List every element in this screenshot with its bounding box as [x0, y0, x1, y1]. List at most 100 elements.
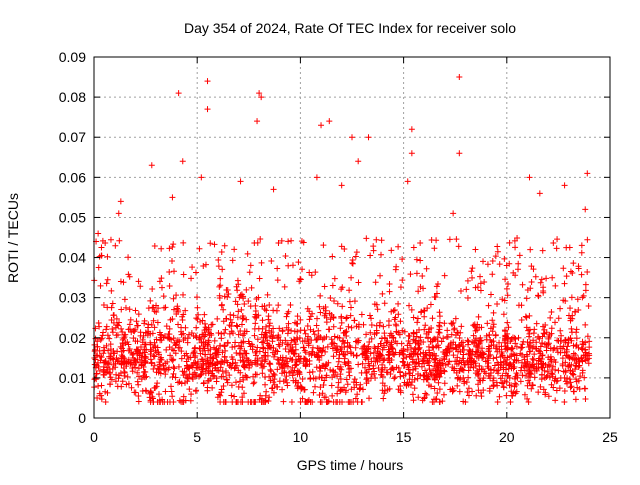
- data-point: [107, 341, 114, 348]
- data-point: [373, 236, 380, 243]
- data-point: [262, 381, 269, 388]
- data-point: [536, 190, 543, 197]
- data-point: [310, 389, 317, 396]
- data-point: [274, 277, 281, 284]
- data-point: [465, 385, 472, 392]
- data-point: [148, 359, 155, 366]
- data-point: [456, 335, 463, 342]
- data-point: [265, 313, 272, 320]
- data-point: [329, 253, 336, 260]
- data-point: [398, 340, 405, 347]
- data-point: [274, 348, 281, 355]
- data-point: [477, 273, 484, 280]
- data-point: [367, 329, 374, 336]
- data-point: [484, 261, 491, 268]
- data-point: [567, 384, 574, 391]
- data-point: [408, 150, 415, 157]
- data-point: [346, 298, 353, 305]
- data-point: [367, 252, 374, 259]
- data-point: [129, 368, 136, 375]
- data-point: [160, 362, 167, 369]
- data-point: [170, 370, 177, 377]
- data-point: [334, 390, 341, 397]
- data-point: [96, 367, 103, 374]
- data-point: [166, 331, 173, 338]
- x-tick-label: 20: [499, 429, 515, 445]
- data-point: [110, 350, 117, 357]
- data-point: [224, 379, 231, 386]
- data-point: [344, 339, 351, 346]
- data-point: [537, 383, 544, 390]
- data-point: [269, 384, 276, 391]
- data-point: [223, 369, 229, 376]
- data-point: [366, 395, 373, 402]
- data-point: [570, 388, 577, 395]
- data-point: [117, 198, 124, 205]
- data-point: [564, 380, 571, 387]
- data-point: [582, 321, 589, 328]
- data-point: [429, 351, 436, 358]
- data-point: [518, 344, 525, 351]
- data-point: [414, 351, 421, 358]
- data-point: [584, 269, 591, 276]
- data-point: [302, 398, 309, 405]
- data-point: [530, 357, 537, 364]
- data-point: [575, 265, 582, 272]
- data-point: [102, 398, 109, 405]
- data-point: [415, 360, 422, 367]
- data-point: [346, 398, 353, 405]
- data-point: [584, 170, 591, 177]
- data-point: [317, 309, 324, 316]
- data-point: [234, 277, 241, 284]
- data-point: [297, 275, 304, 282]
- data-point: [218, 301, 225, 308]
- data-point: [296, 368, 303, 375]
- data-point: [215, 257, 222, 264]
- data-point: [397, 373, 404, 380]
- data-point: [176, 344, 183, 351]
- data-point: [330, 315, 337, 322]
- data-point: [422, 367, 429, 374]
- data-point: [223, 376, 230, 383]
- data-point: [531, 374, 538, 381]
- data-point: [339, 303, 346, 310]
- data-point: [337, 387, 344, 394]
- data-point: [324, 398, 331, 405]
- data-point: [276, 361, 283, 368]
- data-point: [359, 360, 366, 367]
- y-tick-label: 0.06: [59, 169, 86, 185]
- data-point: [373, 301, 380, 308]
- data-point: [299, 395, 306, 402]
- data-point: [341, 246, 348, 253]
- data-point: [530, 266, 537, 273]
- data-point: [573, 362, 580, 369]
- data-point: [304, 305, 311, 312]
- data-point: [454, 354, 461, 361]
- data-point: [282, 253, 289, 260]
- data-point: [569, 270, 576, 277]
- data-point: [158, 275, 165, 282]
- data-point: [205, 347, 212, 354]
- data-point: [579, 369, 586, 376]
- data-point: [512, 390, 519, 397]
- data-point: [405, 337, 412, 344]
- data-point: [347, 365, 354, 372]
- data-point: [475, 381, 482, 388]
- data-point: [429, 398, 436, 405]
- data-point: [430, 336, 437, 343]
- data-point: [233, 350, 240, 357]
- data-point: [108, 376, 115, 383]
- data-point: [221, 293, 228, 300]
- data-point: [495, 361, 502, 368]
- data-point: [147, 389, 154, 396]
- data-point: [328, 336, 335, 343]
- data-point: [132, 364, 139, 371]
- data-point: [377, 351, 384, 358]
- data-point: [533, 360, 540, 367]
- data-point: [540, 289, 547, 296]
- data-point: [469, 388, 476, 395]
- data-point: [428, 236, 435, 243]
- data-point: [539, 340, 546, 347]
- data-point: [407, 370, 414, 377]
- data-point: [283, 313, 290, 320]
